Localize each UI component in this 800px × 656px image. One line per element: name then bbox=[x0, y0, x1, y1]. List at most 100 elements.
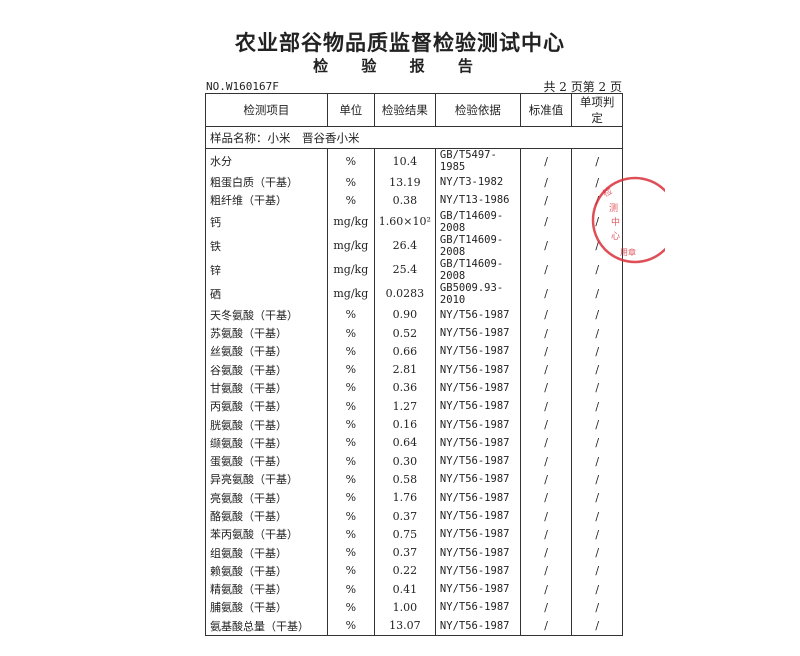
method: NY/T56-1987 bbox=[434, 470, 521, 489]
table-row: 亮氨酸（干基）% 1.76 NY/T56-1987// bbox=[205, 488, 623, 507]
judgement: / bbox=[571, 397, 623, 416]
result: 0.41 bbox=[373, 580, 436, 599]
standard-value: / bbox=[519, 506, 573, 526]
result: 0.22 bbox=[373, 561, 436, 581]
item-name: 苯丙氨酸（干基） bbox=[205, 525, 328, 544]
result: 13.07 bbox=[373, 616, 436, 636]
item-name: 锌 bbox=[205, 257, 328, 282]
table-row: 粗蛋白质（干基）% 13.19 NY/T3-1982// bbox=[205, 173, 623, 192]
method: NY/T56-1987 bbox=[434, 580, 521, 599]
item-name: 粗蛋白质（干基） bbox=[205, 173, 328, 192]
svg-text:心: 心 bbox=[611, 231, 620, 242]
item-name: 缬氨酸（干基） bbox=[205, 433, 328, 452]
table-row: 脯氨酸（干基）% 1.00 NY/T56-1987// bbox=[205, 598, 623, 617]
column-header: 单位 bbox=[326, 93, 375, 127]
unit: mg/kg bbox=[326, 281, 375, 306]
table-row: 苏氨酸（干基）% 0.52 NY/T56-1987// bbox=[205, 323, 623, 343]
unit: % bbox=[326, 378, 375, 398]
svg-text:测: 测 bbox=[609, 203, 618, 214]
item-name: 硒 bbox=[205, 281, 328, 306]
result: 1.00 bbox=[373, 598, 436, 617]
table-row: 丙氨酸（干基）% 1.27 NY/T56-1987// bbox=[205, 397, 623, 416]
judgement: / bbox=[571, 323, 623, 343]
standard-value: / bbox=[519, 580, 573, 599]
item-name: 甘氨酸（干基） bbox=[205, 378, 328, 398]
judgement: / bbox=[571, 305, 623, 324]
svg-text:中: 中 bbox=[611, 216, 620, 228]
method: NY/T56-1987 bbox=[434, 451, 521, 471]
unit: % bbox=[326, 616, 375, 636]
table-row: 胱氨酸（干基）% 0.16 NY/T56-1987// bbox=[205, 415, 623, 434]
result: 0.90 bbox=[373, 305, 436, 324]
result: 0.64 bbox=[373, 433, 436, 452]
results-table: 样品名称：小米 晋谷香小米 检测项目 单位 检验结果 检验依据 标准值 单项判定 水分% 1… bbox=[205, 93, 623, 636]
table-row: 锌 mg/kg 25.4 GB/T14609-2008// bbox=[205, 257, 623, 282]
judgement: / bbox=[571, 506, 623, 526]
page-info: 共 2 页第 2 页 bbox=[543, 80, 622, 94]
judgement: / bbox=[571, 209, 623, 234]
result: 0.37 bbox=[373, 506, 436, 526]
standard-value: / bbox=[519, 173, 573, 192]
method: NY/T56-1987 bbox=[434, 378, 521, 398]
table-row: 天冬氨酸（干基）% 0.90 NY/T56-1987// bbox=[205, 305, 623, 324]
method: NY/T56-1987 bbox=[434, 598, 521, 617]
standard-value: / bbox=[519, 451, 573, 471]
judgement: / bbox=[571, 415, 623, 434]
judgement: / bbox=[571, 360, 623, 379]
result: 0.37 bbox=[373, 543, 436, 562]
standard-value: / bbox=[519, 360, 573, 379]
judgement: / bbox=[571, 378, 623, 398]
unit: mg/kg bbox=[326, 209, 375, 234]
unit: % bbox=[326, 506, 375, 526]
judgement: / bbox=[571, 451, 623, 471]
method: NY/T56-1987 bbox=[434, 543, 521, 562]
method: NY/T56-1987 bbox=[434, 305, 521, 324]
standard-value: / bbox=[519, 415, 573, 434]
judgement: / bbox=[571, 525, 623, 544]
column-header: 检测项目 bbox=[205, 93, 328, 127]
result: 1.27 bbox=[373, 397, 436, 416]
result: 0.30 bbox=[373, 451, 436, 471]
method: NY/T56-1987 bbox=[434, 506, 521, 526]
item-name: 异亮氨酸（干基） bbox=[205, 470, 328, 489]
unit: % bbox=[326, 543, 375, 562]
unit: % bbox=[326, 433, 375, 452]
standard-value: / bbox=[519, 488, 573, 507]
result: 0.16 bbox=[373, 415, 436, 434]
unit: % bbox=[326, 342, 375, 361]
unit: % bbox=[326, 580, 375, 599]
result: 0.38 bbox=[373, 191, 436, 210]
item-name: 亮氨酸（干基） bbox=[205, 488, 328, 507]
table-row: 铁 mg/kg 26.4 GB/T14609-2008// bbox=[205, 233, 623, 258]
svg-text:检: 检 bbox=[601, 185, 615, 200]
standard-value: / bbox=[519, 257, 573, 282]
item-name: 酪氨酸（干基） bbox=[205, 506, 328, 526]
standard-value: / bbox=[519, 148, 573, 173]
method: GB/T14609-2008 bbox=[434, 209, 521, 234]
method: NY/T56-1987 bbox=[434, 397, 521, 416]
item-name: 丙氨酸（干基） bbox=[205, 397, 328, 416]
table-row: 缬氨酸（干基）% 0.64 NY/T56-1987// bbox=[205, 433, 623, 452]
standard-value: / bbox=[519, 281, 573, 306]
standard-value: / bbox=[519, 470, 573, 489]
item-name: 谷氨酸（干基） bbox=[205, 360, 328, 379]
column-header: 标准值 bbox=[519, 93, 573, 127]
table-header: 检测项目 单位 检验结果 检验依据 标准值 单项判定 bbox=[205, 93, 623, 127]
result: 0.58 bbox=[373, 470, 436, 489]
result: 25.4 bbox=[373, 257, 436, 282]
unit: % bbox=[326, 470, 375, 489]
standard-value: / bbox=[519, 525, 573, 544]
unit: % bbox=[326, 323, 375, 343]
judgement: / bbox=[571, 488, 623, 507]
result: 0.66 bbox=[373, 342, 436, 361]
standard-value: / bbox=[519, 342, 573, 361]
unit: % bbox=[326, 191, 375, 210]
unit: % bbox=[326, 488, 375, 507]
unit: % bbox=[326, 561, 375, 581]
unit: mg/kg bbox=[326, 233, 375, 258]
document-subtitle: 检 验 报 告 bbox=[313, 57, 487, 75]
method: NY/T56-1987 bbox=[434, 433, 521, 452]
result: 0.75 bbox=[373, 525, 436, 544]
result: 13.19 bbox=[373, 173, 436, 192]
method: GB5009.93-2010 bbox=[434, 281, 521, 306]
